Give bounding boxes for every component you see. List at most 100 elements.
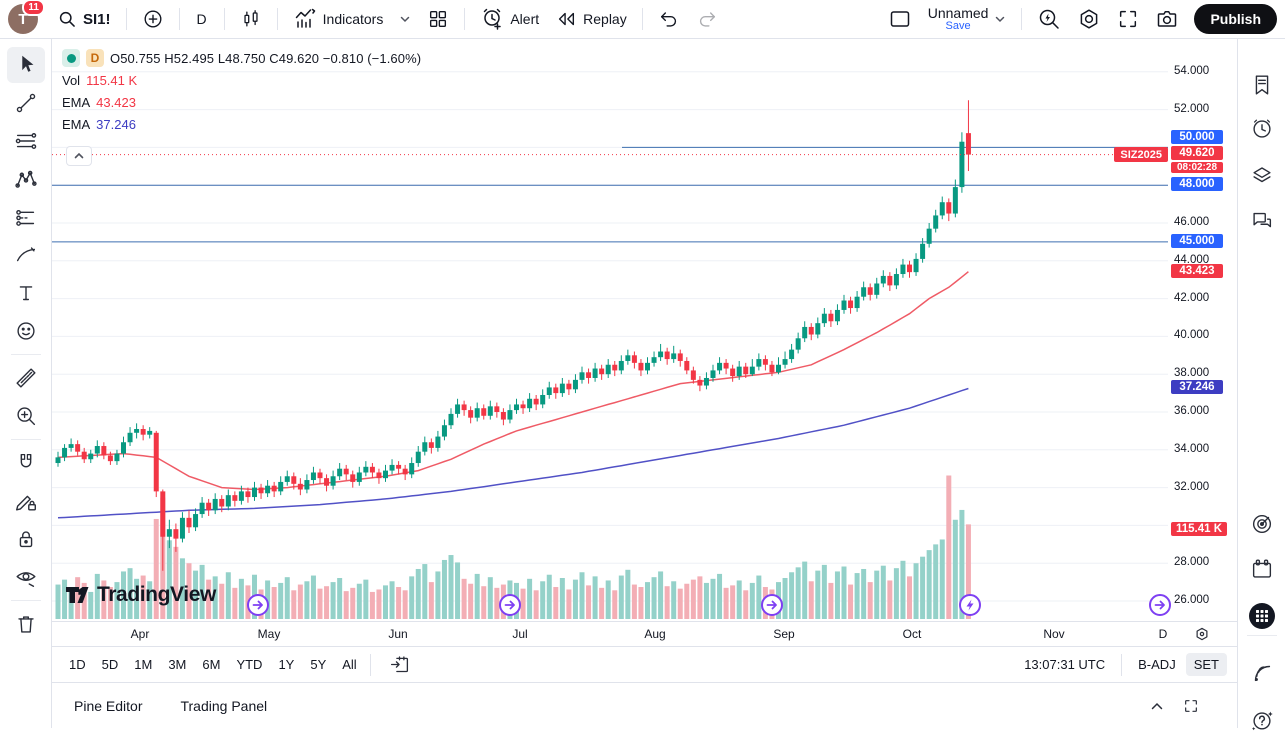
lightning-search-icon bbox=[1037, 7, 1061, 31]
ohlc-values: O50.755 H52.495 L48.750 C49.620 −0.810 (… bbox=[110, 50, 422, 66]
price-tick-label: 28.000 bbox=[1174, 556, 1210, 569]
lock-all-tool-button[interactable] bbox=[7, 521, 45, 557]
contract-rollover-marker-icon[interactable] bbox=[761, 594, 783, 616]
range-1m-button[interactable]: 1M bbox=[127, 653, 159, 676]
templates-grid-button[interactable] bbox=[420, 4, 456, 34]
chat-sidebar-button[interactable] bbox=[1245, 204, 1279, 238]
chart-style-button[interactable] bbox=[233, 4, 269, 34]
drawing-mode-lock-tool-button[interactable] bbox=[7, 483, 45, 519]
fullscreen-button[interactable] bbox=[1110, 4, 1146, 34]
watchlist-sidebar-button[interactable] bbox=[1245, 68, 1279, 102]
layout-name-button[interactable]: Unnamed Save bbox=[921, 2, 1014, 36]
radar-icon bbox=[1249, 511, 1275, 537]
hide-all-tool-button[interactable] bbox=[7, 559, 45, 595]
legend-interval-badge: D bbox=[86, 49, 104, 67]
volume-value: 115.41 K bbox=[86, 72, 138, 88]
range-5y-button[interactable]: 5Y bbox=[303, 653, 333, 676]
range-all-button[interactable]: All bbox=[335, 653, 363, 676]
screenshot-button[interactable] bbox=[1148, 3, 1186, 35]
price-tick-label: 42.000 bbox=[1174, 291, 1210, 304]
legend-ema-slow-row[interactable]: EMA 37.246 bbox=[62, 113, 421, 135]
legend-main-row[interactable]: D O50.755 H52.495 L48.750 C49.620 −0.810… bbox=[62, 47, 421, 69]
price-axis[interactable]: 54.000 52.000 46.000 44.000 42.000 40.000 38.0… bbox=[1168, 39, 1237, 621]
panel-expand-chevron-icon[interactable] bbox=[1149, 698, 1165, 714]
xabcd-pattern-tool-button[interactable] bbox=[7, 161, 45, 197]
apps-grid-sidebar-button[interactable] bbox=[1245, 599, 1279, 633]
ruler-tool-button[interactable] bbox=[7, 360, 45, 396]
range-6m-button[interactable]: 6M bbox=[195, 653, 227, 676]
range-3m-button[interactable]: 3M bbox=[161, 653, 193, 676]
interval-button[interactable]: D bbox=[188, 7, 216, 31]
contract-rollover-marker-icon[interactable] bbox=[1149, 594, 1171, 616]
fib-retracement-tool-button[interactable] bbox=[7, 123, 45, 159]
toolbar-divider bbox=[10, 354, 41, 355]
legend-volume-row[interactable]: Vol 115.41 K bbox=[62, 69, 421, 91]
save-label[interactable]: Save bbox=[945, 19, 971, 32]
range-ytd-button[interactable]: YTD bbox=[229, 653, 269, 676]
session-button[interactable]: SET bbox=[1185, 653, 1227, 676]
cursor-icon bbox=[13, 52, 39, 78]
compare-add-button[interactable] bbox=[135, 4, 171, 34]
month-label-jun: Jun bbox=[388, 627, 408, 641]
redo-icon bbox=[696, 8, 718, 30]
broker-signal-sidebar-button[interactable] bbox=[1245, 656, 1279, 690]
calendar-sidebar-button[interactable] bbox=[1245, 552, 1279, 586]
symbol-search-button[interactable]: SI1! bbox=[50, 5, 118, 33]
redo-button[interactable] bbox=[689, 4, 725, 34]
axis-settings-gear-icon[interactable] bbox=[1193, 625, 1213, 645]
price-axis-badge: 49.620 bbox=[1171, 146, 1223, 160]
zoom-in-tool-button[interactable] bbox=[7, 398, 45, 434]
apps-grid-icon bbox=[1247, 601, 1277, 631]
replay-label: Replay bbox=[583, 11, 627, 27]
clock-utc[interactable]: 13:07:31 UTC bbox=[1024, 657, 1106, 672]
pine-editor-tab[interactable]: Pine Editor bbox=[74, 697, 143, 714]
bottom-panel-bar: Pine Editor Trading Panel bbox=[52, 682, 1237, 728]
prediction-tool-button[interactable] bbox=[7, 199, 45, 235]
alert-button[interactable]: Alert bbox=[473, 3, 546, 35]
undo-icon bbox=[658, 8, 680, 30]
range-1y-button[interactable]: 1Y bbox=[271, 653, 301, 676]
radar-sidebar-button[interactable] bbox=[1245, 507, 1279, 541]
ema-slow-label: EMA bbox=[62, 116, 91, 132]
emoji-tool-button[interactable] bbox=[7, 313, 45, 349]
brush-tool-button[interactable] bbox=[7, 237, 45, 273]
chevron-down-icon bbox=[994, 13, 1006, 25]
alert-clock-plus-icon bbox=[480, 7, 504, 31]
publish-button[interactable]: Publish bbox=[1194, 4, 1277, 34]
latest-contract-marker-icon[interactable] bbox=[959, 594, 981, 616]
contract-rollover-marker-icon[interactable] bbox=[247, 594, 269, 616]
layout-select-button[interactable] bbox=[881, 3, 919, 35]
help-sidebar-button[interactable] bbox=[1245, 703, 1279, 737]
legend-ema-fast-row[interactable]: EMA 43.423 bbox=[62, 91, 421, 113]
tradingview-watermark[interactable]: TradingView bbox=[64, 582, 216, 608]
undo-button[interactable] bbox=[651, 4, 687, 34]
trading-panel-tab[interactable]: Trading Panel bbox=[180, 697, 268, 714]
object-tree-sidebar-button[interactable] bbox=[1245, 158, 1279, 192]
price-tick-label: 38.000 bbox=[1174, 367, 1210, 380]
contract-rollover-marker-icon[interactable] bbox=[499, 594, 521, 616]
adjustment-button[interactable]: B-ADJ bbox=[1138, 657, 1176, 672]
quick-search-button[interactable] bbox=[1030, 3, 1068, 35]
chart-area[interactable]: 54.000 52.000 46.000 44.000 42.000 40.000 38.0… bbox=[52, 39, 1237, 646]
range-5d-button[interactable]: 5D bbox=[95, 653, 126, 676]
magnet-tool-button[interactable] bbox=[7, 445, 45, 481]
range-1d-button[interactable]: 1D bbox=[62, 653, 93, 676]
price-chart[interactable] bbox=[52, 39, 1237, 621]
remove-all-tool-button[interactable] bbox=[7, 606, 45, 642]
go-to-date-button[interactable] bbox=[383, 651, 416, 678]
price-tick-label: 40.000 bbox=[1174, 329, 1210, 342]
alerts-clock-sidebar-button[interactable] bbox=[1245, 112, 1279, 146]
indicators-button[interactable]: Indicators bbox=[286, 3, 391, 35]
settings-button[interactable] bbox=[1070, 3, 1108, 35]
toolbar-divider bbox=[10, 600, 41, 601]
time-axis[interactable]: Apr May Jun Jul Aug Sep Oct Nov D bbox=[52, 621, 1237, 646]
trend-line-tool-button[interactable] bbox=[7, 85, 45, 121]
price-axis-badge: 08:02:28 bbox=[1171, 161, 1223, 173]
legend-collapse-button[interactable] bbox=[66, 146, 92, 166]
indicator-templates-chevron[interactable] bbox=[392, 9, 418, 29]
text-tool-button[interactable] bbox=[7, 275, 45, 311]
panel-maximize-icon[interactable] bbox=[1183, 698, 1199, 714]
user-menu-button[interactable]: T 11 bbox=[8, 0, 45, 34]
replay-button[interactable]: Replay bbox=[548, 4, 634, 34]
cursor-tool-button[interactable] bbox=[6, 47, 45, 83]
